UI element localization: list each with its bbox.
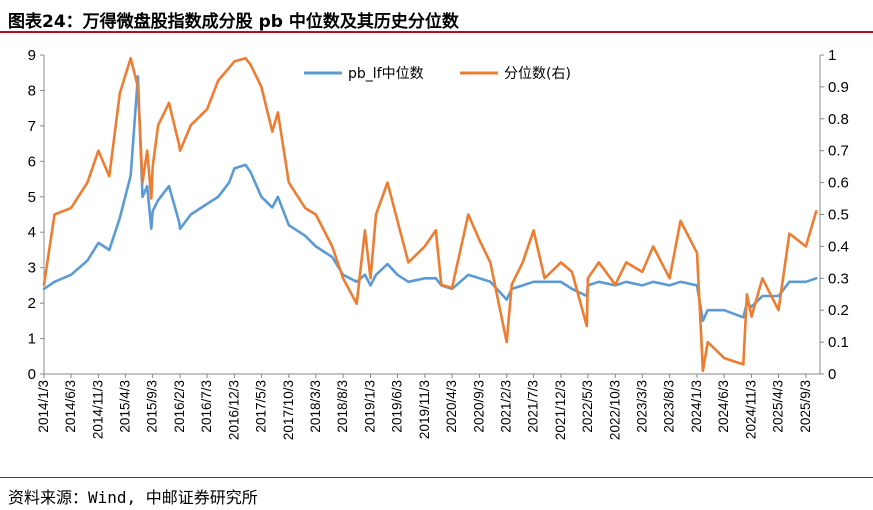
x-tick-label: 2017/10/3	[281, 380, 296, 440]
x-tick-label: 2021/7/3	[526, 380, 541, 433]
chart-axes: 0 1 2 3 4 5 6 7 8 9 0 0.1 0.2 0.3 0.4 0.5 0.6 0.7 0.8 0.9 1 2…	[28, 47, 849, 440]
x-tick-label: 2021/12/3	[553, 380, 568, 440]
chart: 0 1 2 3 4 5 6 7 8 9 0 0.1 0.2 0.3 0.4 0.5 0.6 0.7 0.8 0.9 1 2…	[28, 47, 849, 440]
x-tick-label: 2025/9/3	[798, 380, 813, 433]
y-right-tick-label: 0.1	[828, 334, 849, 351]
y-left-tick-label: 0	[28, 366, 36, 383]
x-tick-label: 2020/9/3	[471, 380, 486, 433]
x-tick-label: 2018/8/3	[335, 380, 350, 433]
x-tick-label: 2019/11/3	[417, 380, 432, 439]
y-right-tick-label: 0.9	[828, 79, 849, 96]
x-tick-label: 2015/9/3	[145, 380, 160, 433]
chart-legend: pb_lf中位数 分位数(右)	[304, 66, 571, 82]
x-tick-label: 2023/8/3	[662, 380, 677, 433]
page-title: 图表24：万得微盘股指数成分股 pb 中位数及其历史分位数	[8, 12, 459, 32]
x-tick-label: 2024/6/3	[716, 380, 731, 433]
x-tick-label: 2014/1/3	[36, 380, 51, 433]
chart-series	[42, 56, 818, 373]
x-tick-label: 2020/4/3	[444, 380, 459, 433]
series-line-pb-median	[42, 74, 818, 323]
x-tick-label: 2021/2/3	[499, 380, 514, 433]
y-right-tick-label: 0.2	[828, 302, 849, 319]
x-tick-label: 2016/2/3	[172, 380, 187, 433]
y-left-tick-label: 8	[28, 82, 36, 99]
x-tick-label: 2014/6/3	[63, 380, 78, 433]
y-left-tick-label: 1	[28, 331, 36, 348]
y-right-tick-label: 0.3	[828, 270, 849, 287]
y-right-tick-label: 0.4	[828, 238, 849, 255]
y-right-tick-label: 0.6	[828, 175, 849, 192]
y-right-tick-label: 0.5	[828, 207, 849, 224]
y-left-tick-label: 7	[28, 118, 36, 135]
footer-rule	[0, 477, 873, 478]
y-left-tick-label: 9	[28, 47, 36, 64]
x-tick-label: 2023/3/3	[634, 380, 649, 433]
y-left-tick-label: 3	[28, 260, 36, 277]
x-tick-label: 2015/4/3	[117, 380, 132, 433]
legend-label-percentile: 分位数(右)	[504, 66, 571, 82]
x-tick-label: 2025/4/3	[771, 380, 786, 433]
y-right-tick-label: 0.8	[828, 111, 849, 128]
y-right-tick-label: 1	[828, 47, 836, 64]
title-rule	[0, 31, 873, 33]
source-note: 资料来源：Wind, 中邮证券研究所	[8, 488, 258, 507]
x-tick-label: 2022/10/3	[607, 380, 622, 440]
x-tick-label: 2019/6/3	[389, 380, 404, 433]
y-right-tick-label: 0.7	[828, 143, 849, 160]
x-tick-label: 2018/3/3	[308, 380, 323, 433]
y-left-tick-label: 2	[28, 295, 36, 312]
x-tick-label: 2017/5/3	[253, 380, 268, 433]
x-tick-label: 2024/11/3	[744, 380, 759, 439]
legend-label-pb-median: pb_lf中位数	[348, 66, 424, 82]
y-left-tick-label: 5	[28, 189, 36, 206]
x-tick-label: 2014/11/3	[90, 380, 105, 439]
y-right-tick-label: 0	[828, 366, 836, 383]
x-tick-label: 2024/1/3	[689, 380, 704, 433]
y-left-tick-label: 6	[28, 153, 36, 170]
x-tick-label: 2019/1/3	[362, 380, 377, 433]
x-tick-label: 2022/5/3	[580, 380, 595, 433]
x-tick-label: 2016/7/3	[199, 380, 214, 433]
x-tick-label: 2016/12/3	[226, 380, 241, 440]
series-line-percentile	[42, 56, 818, 373]
y-left-tick-label: 4	[28, 224, 36, 241]
